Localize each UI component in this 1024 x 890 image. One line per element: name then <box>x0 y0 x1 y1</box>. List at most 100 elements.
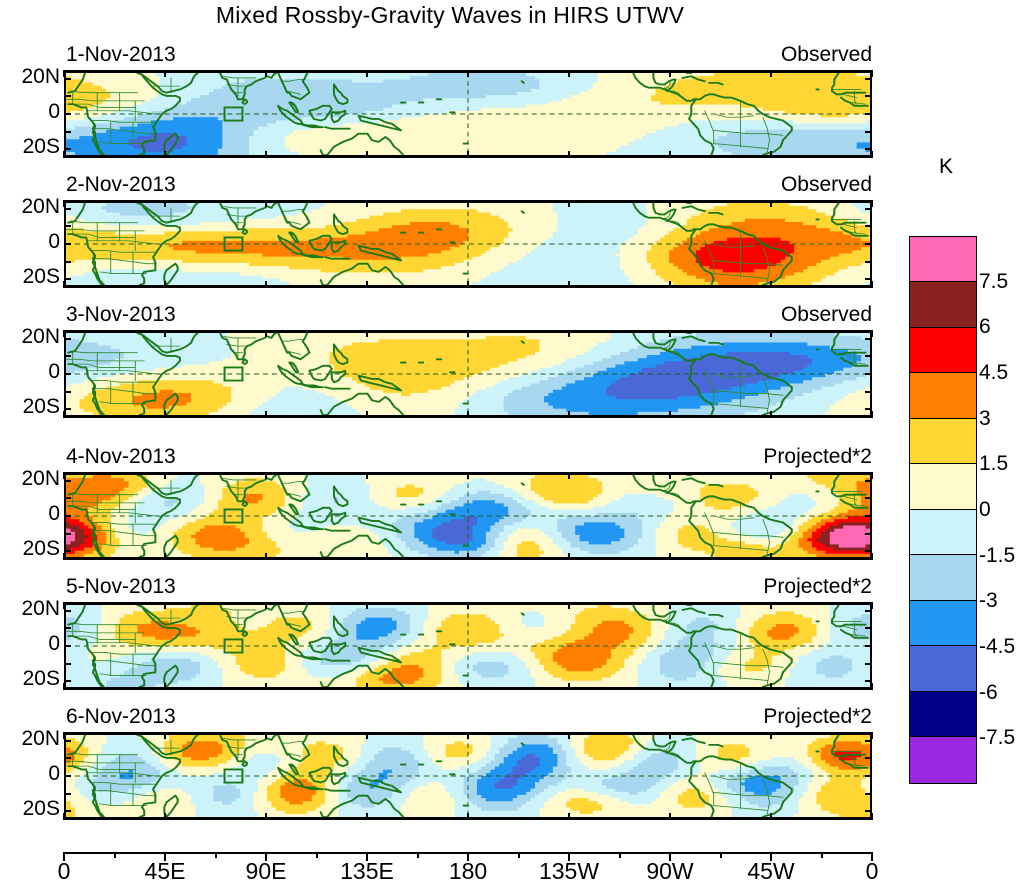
x-axis-minor-tick <box>517 852 520 858</box>
axis-tick <box>366 602 368 609</box>
axis-tick <box>467 200 469 207</box>
axis-tick <box>669 553 671 560</box>
x-axis-minor-tick <box>719 852 722 858</box>
colorbar-tick-label: 3 <box>979 406 991 430</box>
axis-tick <box>63 683 65 690</box>
axis-tick <box>64 532 71 535</box>
axis-tick <box>871 472 873 479</box>
axis-tick <box>568 602 570 609</box>
figure-title: Mixed Rossby-Gravity Waves in HIRS UTWV <box>215 2 685 28</box>
x-axis-tick <box>669 852 671 861</box>
colorbar-band <box>910 555 976 601</box>
axis-tick <box>64 479 71 482</box>
axis-tick <box>865 355 872 358</box>
axis-tick <box>871 70 873 77</box>
x-axis-tick-label: 90E <box>245 858 287 884</box>
x-axis-tick-label: 0 <box>57 858 71 884</box>
axis-tick <box>63 553 65 560</box>
axis-tick <box>63 151 65 158</box>
x-axis-tick-label: 90W <box>646 858 694 884</box>
axis-tick <box>865 113 872 115</box>
axis-tick <box>770 330 772 337</box>
axis-tick <box>865 225 872 228</box>
x-axis-tick <box>265 852 267 861</box>
panel-date-label: 2-Nov-2013 <box>66 173 176 196</box>
x-axis-tick <box>568 852 570 861</box>
axis-tick <box>467 70 469 77</box>
axis-tick <box>865 207 872 210</box>
axis-tick <box>366 732 368 739</box>
axis-tick <box>865 627 872 630</box>
y-axis-tick-label: 0 <box>48 632 60 655</box>
colorbar-band <box>910 418 976 465</box>
map-panel: 6-Nov-2013 Projected*2 <box>63 705 873 820</box>
axis-tick <box>865 77 872 80</box>
axis-tick <box>63 411 65 418</box>
panel-date-label: 1-Nov-2013 <box>66 43 176 66</box>
colorbar-band <box>910 373 976 419</box>
axis-tick <box>164 813 166 820</box>
axis-tick <box>366 813 368 820</box>
axis-tick <box>770 151 772 158</box>
colorbar-tick-label: -7.5 <box>979 726 1016 750</box>
axis-tick <box>63 70 65 77</box>
colorbar-tick-label: -4.5 <box>979 635 1016 658</box>
y-axis-tick-label: 20S <box>22 797 60 821</box>
axis-tick <box>669 200 671 207</box>
axis-tick <box>669 411 671 418</box>
y-axis-tick-label: 0 <box>48 100 60 123</box>
colorbar-band <box>910 509 976 556</box>
axis-tick <box>64 278 71 281</box>
axis-tick <box>467 732 469 739</box>
axis-tick <box>164 281 166 288</box>
axis-tick <box>164 330 166 337</box>
axis-tick <box>871 281 873 288</box>
colorbar-tick-label: 1.5 <box>979 452 1009 476</box>
axis-tick <box>265 281 267 288</box>
axis-tick <box>865 662 872 665</box>
x-axis-minor-tick <box>214 852 217 858</box>
axis-tick <box>63 200 65 207</box>
axis-tick <box>63 602 65 609</box>
y-axis-tick-label: 0 <box>48 502 60 525</box>
axis-tick <box>265 602 267 609</box>
colorbar-tick-label: 7.5 <box>979 269 1009 293</box>
axis-tick <box>366 683 368 690</box>
axis-tick <box>865 775 872 777</box>
axis-tick <box>265 472 267 479</box>
axis-tick <box>64 550 71 553</box>
colorbar-band <box>910 282 976 328</box>
map-plot-area <box>64 732 872 820</box>
axis-tick <box>669 151 671 158</box>
colorbar-band <box>910 691 976 738</box>
x-axis-tick-label: 45W <box>747 858 795 884</box>
axis-tick <box>871 813 873 820</box>
axis-tick <box>865 810 872 813</box>
colorbar-band <box>910 237 976 283</box>
axis-tick <box>770 70 772 77</box>
panel-series-label: Observed <box>780 43 872 66</box>
axis-tick <box>865 550 872 553</box>
y-axis-tick-label: 20N <box>21 466 60 490</box>
axis-tick <box>865 148 872 151</box>
axis-tick <box>366 553 368 560</box>
map-plot-area <box>64 472 872 560</box>
axis-tick <box>865 757 872 760</box>
axis-tick <box>164 151 166 158</box>
colorbar-bands <box>909 236 977 784</box>
axis-tick <box>865 532 872 535</box>
axis-tick <box>366 330 368 337</box>
y-axis-tick-label: 20N <box>21 194 60 218</box>
axis-tick <box>64 148 71 151</box>
axis-tick <box>64 662 71 665</box>
colorbar-band <box>910 600 976 647</box>
y-axis-tick-label: 20S <box>22 537 60 561</box>
axis-tick <box>669 472 671 479</box>
colorbar-band <box>910 737 976 783</box>
axis-tick <box>64 113 71 115</box>
axis-tick <box>871 602 873 609</box>
axis-tick <box>64 739 71 742</box>
axis-tick <box>64 373 71 375</box>
axis-tick <box>865 479 872 482</box>
y-axis-tick-label: 20N <box>21 64 60 88</box>
